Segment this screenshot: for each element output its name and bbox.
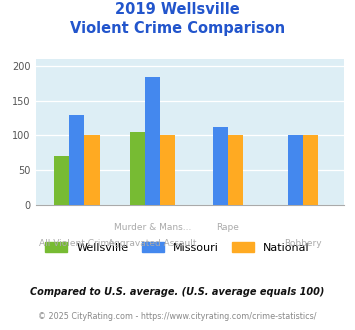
- Text: Aggravated Assault: Aggravated Assault: [108, 239, 197, 248]
- Bar: [130, 132, 145, 205]
- Bar: [84, 135, 99, 205]
- Text: Compared to U.S. average. (U.S. average equals 100): Compared to U.S. average. (U.S. average …: [30, 287, 325, 297]
- Bar: [213, 127, 228, 205]
- Text: 2019 Wellsville: 2019 Wellsville: [115, 2, 240, 16]
- Bar: [303, 135, 318, 205]
- Legend: Wellsville, Missouri, National: Wellsville, Missouri, National: [45, 242, 310, 253]
- Bar: [145, 77, 160, 205]
- Text: © 2025 CityRating.com - https://www.cityrating.com/crime-statistics/: © 2025 CityRating.com - https://www.city…: [38, 312, 317, 321]
- Bar: [69, 115, 84, 205]
- Bar: [54, 156, 69, 205]
- Bar: [160, 135, 175, 205]
- Text: Robbery: Robbery: [284, 239, 322, 248]
- Text: All Violent Crime: All Violent Crime: [39, 239, 115, 248]
- Text: Violent Crime Comparison: Violent Crime Comparison: [70, 21, 285, 36]
- Bar: [288, 135, 303, 205]
- Bar: [228, 135, 243, 205]
- Text: Rape: Rape: [216, 223, 239, 232]
- Text: Murder & Mans...: Murder & Mans...: [114, 223, 191, 232]
